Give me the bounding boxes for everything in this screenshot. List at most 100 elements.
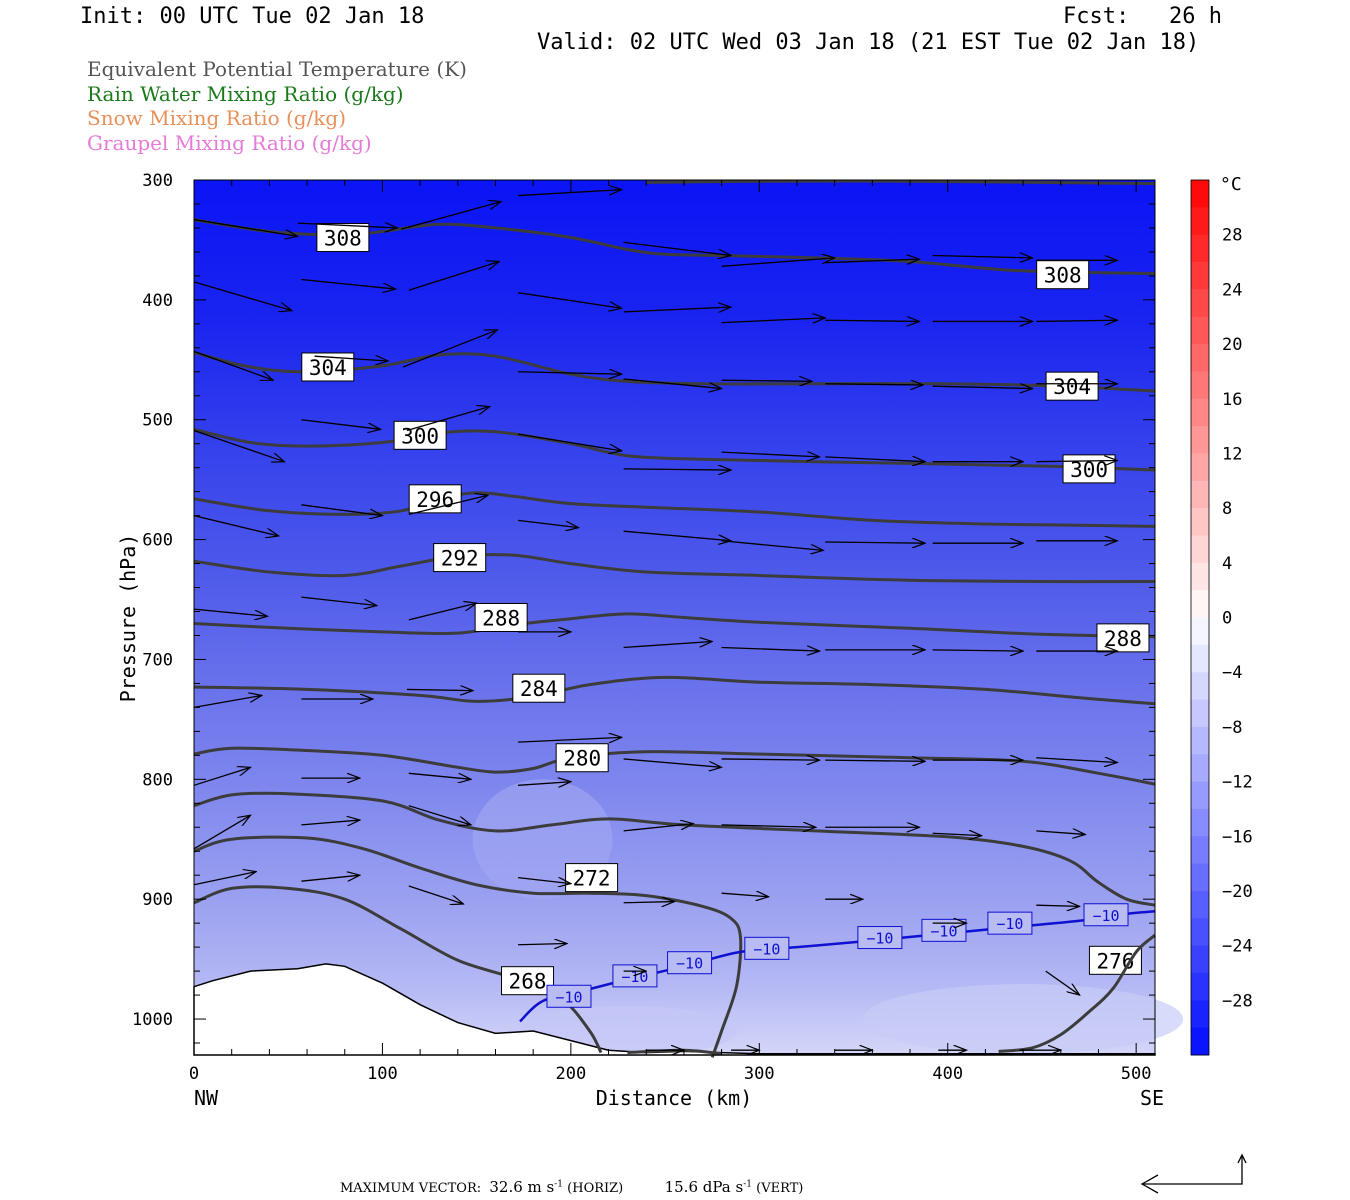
label-box xyxy=(744,936,790,960)
colorbar-unit: °C xyxy=(1220,174,1242,195)
colorbar-label: −8 xyxy=(1222,718,1242,738)
theta-e-label-284: 284 xyxy=(512,673,566,703)
x-axis-label: Distance (km) xyxy=(596,1086,753,1110)
label-box xyxy=(857,926,903,950)
wind-vector xyxy=(825,760,925,761)
wind-vector xyxy=(518,737,622,742)
label-text: 280 xyxy=(563,747,601,771)
wind-vector xyxy=(721,893,769,897)
wind-vector xyxy=(932,650,1023,651)
wind-vector xyxy=(825,384,923,385)
label-text: 292 xyxy=(441,547,479,571)
forecast-hour: Fcst: 26 h xyxy=(1063,4,1222,29)
wind-vector xyxy=(623,378,722,389)
colorbar-band xyxy=(1191,590,1209,618)
colorbar-label: 8 xyxy=(1222,499,1232,519)
wind-vector xyxy=(301,820,359,825)
colorbar-band xyxy=(1191,1000,1209,1029)
colorbar-band xyxy=(1191,371,1209,400)
theta-e-line-288 xyxy=(193,612,1156,639)
wind-vector xyxy=(518,292,622,309)
colorbar-band xyxy=(1191,863,1209,892)
wind-vector xyxy=(518,876,571,884)
colorbar-label: −28 xyxy=(1222,991,1253,1011)
theta-e-label-272: 272 xyxy=(565,863,619,893)
label-text: 276 xyxy=(1096,949,1134,973)
theta-e-label-288: 288 xyxy=(474,603,528,632)
y-tick-label: 600 xyxy=(142,531,173,551)
legend-theta-e: Equivalent Potential Temperature (K) xyxy=(87,57,467,81)
wind-vector xyxy=(408,805,471,825)
wind-vector xyxy=(408,262,499,291)
label-text: 288 xyxy=(482,607,520,631)
wind-vector xyxy=(301,875,359,882)
legend-rain: Rain Water Mixing Ratio (g/kg) xyxy=(87,82,404,106)
y-tick-label: 300 xyxy=(142,171,173,191)
wind-vector xyxy=(401,202,501,230)
wind-vector xyxy=(193,429,284,462)
colorbar-label: 4 xyxy=(1222,554,1232,574)
label-text: 304 xyxy=(1053,375,1091,399)
valid-time: Valid: 02 UTC Wed 03 Jan 18 (21 EST Tue … xyxy=(537,30,1200,55)
colorbar-band xyxy=(1191,480,1209,509)
theta-e-label-280: 280 xyxy=(555,743,609,773)
theta-e-line-272 xyxy=(193,835,743,1058)
theta-e-label-304: 304 xyxy=(1045,371,1099,401)
label-text: −10 xyxy=(753,940,780,958)
wind-vector xyxy=(301,596,376,605)
label-text: 272 xyxy=(573,867,611,891)
y-tick-label: 800 xyxy=(142,770,173,790)
colorbar-band xyxy=(1191,672,1209,701)
colorbar-band xyxy=(1191,972,1209,1001)
label-box xyxy=(433,543,487,573)
wind-vector xyxy=(193,608,267,616)
theta-e-label-288: 288 xyxy=(1096,623,1150,653)
theta-e-line-276 xyxy=(193,791,1156,907)
wind-vector xyxy=(193,767,251,786)
y-tick-label: 1000 xyxy=(132,1010,173,1030)
colorbar-band xyxy=(1191,234,1209,263)
wind-vector xyxy=(518,190,622,197)
label-text: −10 xyxy=(555,988,582,1006)
colorbar-band xyxy=(1191,808,1209,837)
theta-e-label-308: 308 xyxy=(316,223,370,253)
label-box xyxy=(1036,260,1090,290)
colorbar-band xyxy=(1191,453,1209,482)
wind-vector xyxy=(932,386,1033,388)
wind-vector xyxy=(721,380,812,381)
isotherm-minus10: −10 −10 −10 −10 −10 −10 −10 −10 xyxy=(519,903,1156,1023)
x-axis: 0 100 200 300 400 500 xyxy=(189,180,1152,1084)
wind-vector xyxy=(406,689,473,690)
label-text: 304 xyxy=(309,356,347,380)
colorbar-band xyxy=(1191,781,1209,810)
max-vector-vert-tail: (VERT) xyxy=(751,1181,804,1196)
theta-e-line-268 xyxy=(193,885,603,1054)
colorbar-band xyxy=(1191,836,1209,865)
max-vector-caption: MAXIMUM VECTOR: 32.6 m s-1 (HORIZ) 15.6 … xyxy=(340,1178,803,1196)
colorbar-label: 0 xyxy=(1222,609,1232,629)
x-tick-label: 0 xyxy=(189,1064,199,1084)
wind-vector xyxy=(623,241,731,255)
wind-vector xyxy=(408,603,477,621)
colorbar-band xyxy=(1191,398,1209,427)
surface-patch xyxy=(863,984,1184,1055)
isotherm-label: −10 xyxy=(857,926,903,950)
label-text: 288 xyxy=(1104,627,1142,651)
theta-e-label-300: 300 xyxy=(393,420,447,450)
wind-vector xyxy=(623,469,731,470)
label-text: −10 xyxy=(1092,907,1119,925)
wind-vector xyxy=(408,885,464,904)
wind-vector xyxy=(1045,970,1080,995)
colorbar-label: −24 xyxy=(1222,937,1253,957)
wind-vector xyxy=(193,514,279,536)
y-axis-label: Pressure (hPa) xyxy=(116,534,140,703)
wind-vector xyxy=(402,330,497,368)
label-box xyxy=(1045,371,1099,401)
wind-vector xyxy=(193,218,298,237)
x-tick-label: 200 xyxy=(556,1064,587,1084)
label-box xyxy=(555,743,609,773)
wind-vector xyxy=(301,419,380,430)
colorbar-band xyxy=(1191,1027,1209,1056)
wind-vector xyxy=(623,530,731,541)
plot-frame xyxy=(193,179,1156,1056)
